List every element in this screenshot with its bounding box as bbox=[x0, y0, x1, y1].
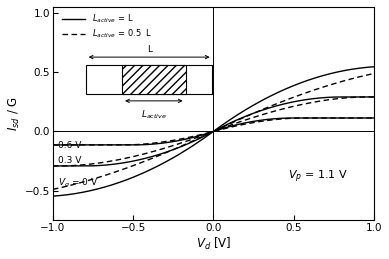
Legend: $L_{active}$ = L, $L_{active}$ = 0.5  L: $L_{active}$ = L, $L_{active}$ = 0.5 L bbox=[60, 11, 154, 42]
Text: 0.6 V: 0.6 V bbox=[58, 141, 81, 150]
X-axis label: $V_d$ [V]: $V_d$ [V] bbox=[196, 236, 231, 252]
Text: $V_g$ = 0 V: $V_g$ = 0 V bbox=[58, 176, 98, 190]
Text: $V_p$ = 1.1 V: $V_p$ = 1.1 V bbox=[287, 168, 348, 185]
Y-axis label: $I_{sd}$ / G: $I_{sd}$ / G bbox=[7, 96, 22, 131]
Text: 0.3 V: 0.3 V bbox=[58, 156, 81, 165]
